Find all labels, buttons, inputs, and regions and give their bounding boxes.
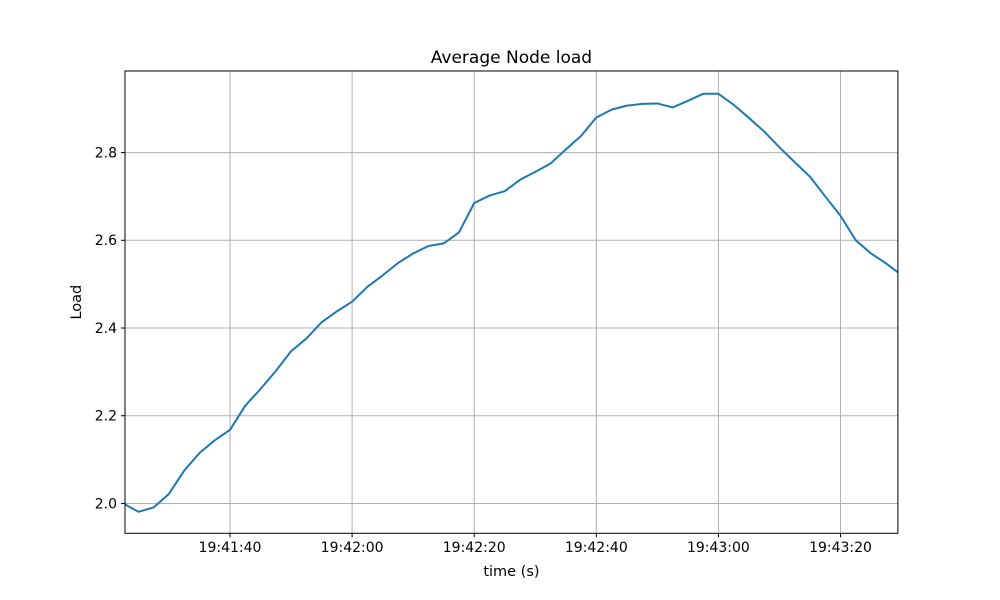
y-axis-label: Load [69,285,85,320]
x-tick-label: 19:43:20 [809,540,872,556]
y-tick-label: 2.8 [95,145,117,161]
y-tick-label: 2.4 [95,321,117,337]
x-axis-label: time (s) [483,564,539,580]
y-tick-label: 2.6 [95,233,117,249]
x-tick-label: 19:41:40 [199,540,262,556]
y-tick-label: 2.0 [95,496,117,512]
x-tick-label: 19:42:00 [321,540,384,556]
x-tick-label: 19:42:20 [443,540,506,556]
load-series-line [124,92,899,513]
plot-border [124,70,899,534]
x-tick-label: 19:42:40 [565,540,628,556]
x-tick-label: 19:43:00 [687,540,750,556]
y-tick-label: 2.2 [95,409,117,425]
chart-title: Average Node load [431,48,592,68]
